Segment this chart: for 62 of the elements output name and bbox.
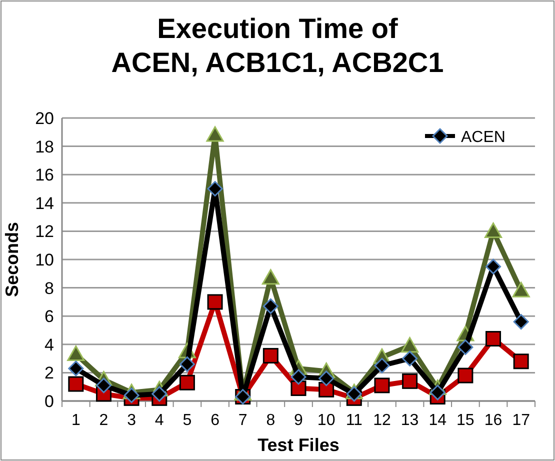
x-tick-label: 6 <box>210 412 220 429</box>
point <box>67 346 85 362</box>
point <box>207 294 223 310</box>
point <box>318 370 334 386</box>
y-tick-label: 0 <box>44 392 54 411</box>
point <box>290 369 306 385</box>
point <box>152 386 168 402</box>
point <box>402 373 418 389</box>
point <box>513 354 529 370</box>
x-tick-label: 10 <box>317 412 336 429</box>
x-tick-label: 7 <box>238 412 248 429</box>
legend-label: ACEN <box>461 129 506 146</box>
y-axis-title: Seconds <box>2 222 22 298</box>
point <box>458 368 474 384</box>
y-tick-label: 14 <box>35 194 54 213</box>
point <box>68 376 84 392</box>
point <box>486 258 502 274</box>
point <box>262 298 278 314</box>
point <box>486 330 502 346</box>
x-tick-label: 11 <box>346 412 363 429</box>
y-tick-label: 10 <box>35 250 54 270</box>
point <box>179 374 195 390</box>
point <box>512 282 530 298</box>
point <box>430 384 446 400</box>
x-axis-title: Test Files <box>258 435 340 455</box>
x-tick-label: 1 <box>71 412 80 429</box>
x-tick-label: 16 <box>484 412 502 429</box>
y-tick-label: 16 <box>35 166 54 185</box>
point <box>513 314 529 330</box>
point <box>96 378 112 394</box>
point <box>401 337 419 353</box>
x-tick-label: 5 <box>182 412 192 429</box>
point <box>458 339 474 355</box>
y-tick-label: 6 <box>44 307 54 326</box>
x-tick-label: 4 <box>154 412 164 429</box>
x-tick-label: 14 <box>428 412 447 429</box>
point <box>374 378 390 394</box>
x-tick-label: 9 <box>294 412 304 429</box>
chart-title: Execution Time of ACEN, ACB1C1, ACB2C1 <box>111 13 444 78</box>
x-tick-label: 13 <box>400 412 419 429</box>
x-tick-label: 2 <box>99 412 108 429</box>
x-tick-label: 17 <box>512 412 530 429</box>
point <box>206 126 224 142</box>
point <box>374 358 390 374</box>
x-tick-label: 12 <box>373 412 391 429</box>
point <box>179 356 195 372</box>
point <box>207 181 223 196</box>
x-tick-label: 15 <box>456 412 474 429</box>
y-tick-label: 8 <box>44 278 54 298</box>
point <box>290 380 306 396</box>
point <box>484 222 502 238</box>
point <box>262 269 280 285</box>
point <box>68 360 84 376</box>
y-tick-label: 20 <box>35 108 54 128</box>
point <box>262 348 278 364</box>
y-tick-label: 4 <box>44 335 54 354</box>
y-tick-label: 12 <box>35 222 54 242</box>
point <box>402 350 418 366</box>
x-tick-label: 8 <box>266 412 276 429</box>
y-tick-label: 2 <box>44 364 54 383</box>
x-tick-label: 3 <box>127 412 136 429</box>
y-tick-label: 18 <box>35 137 54 156</box>
